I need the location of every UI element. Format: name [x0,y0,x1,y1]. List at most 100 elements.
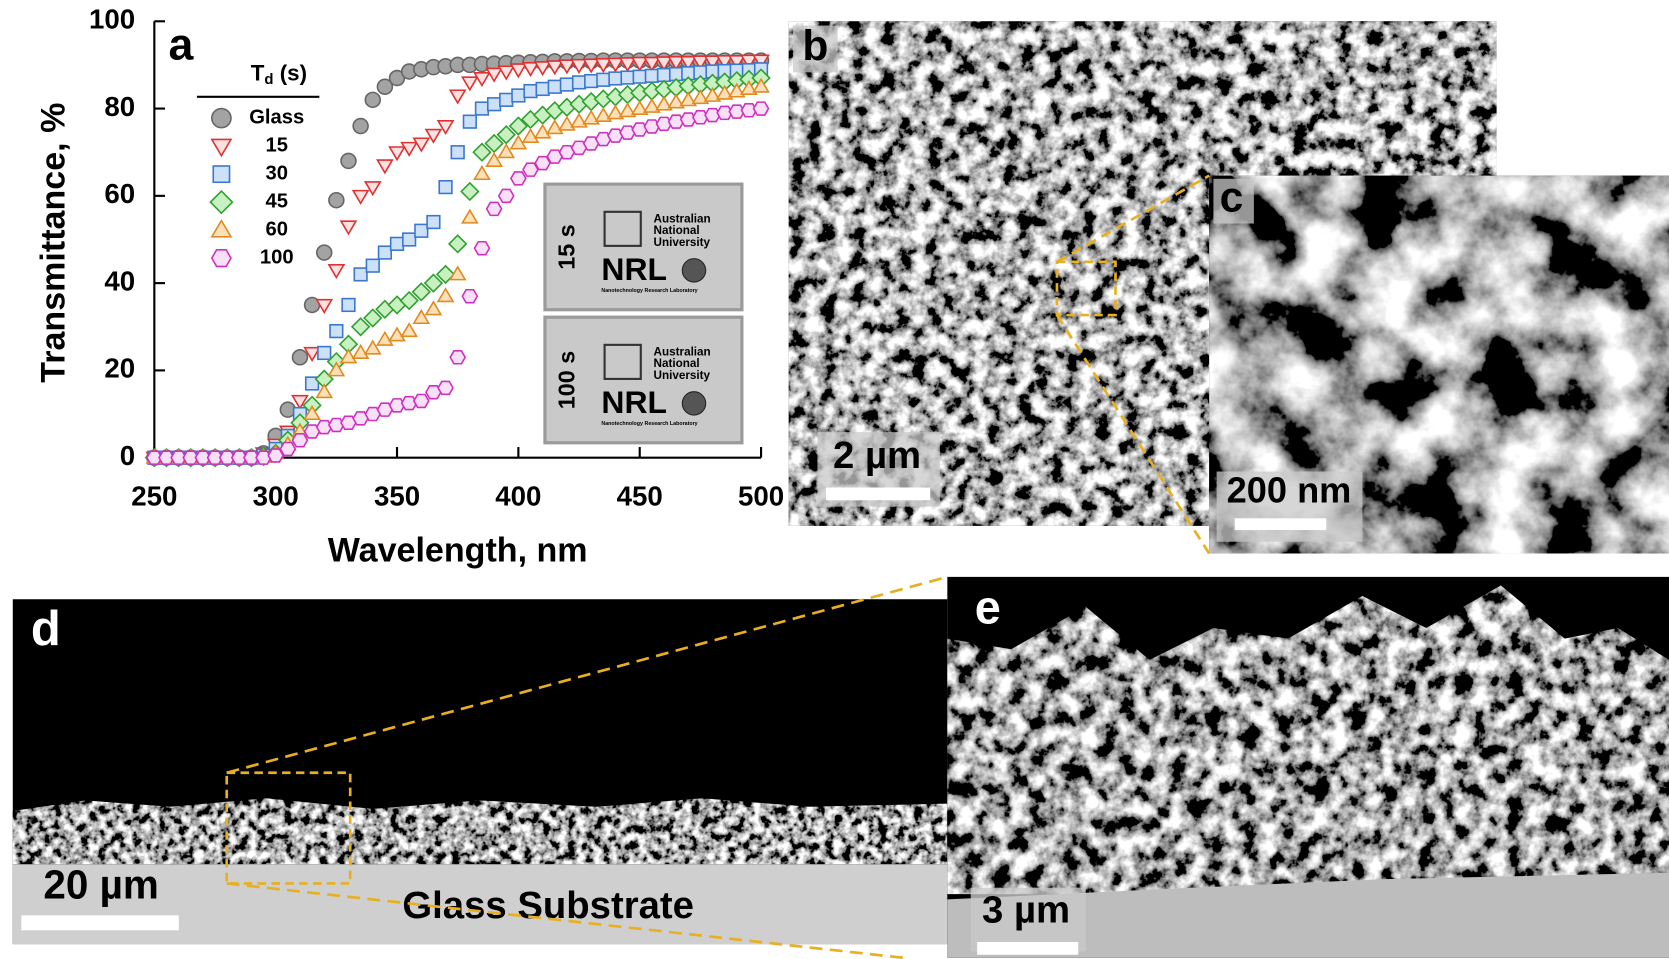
y-tick-label: 60 [104,178,135,209]
data-point [366,259,379,272]
scale-bar [826,487,930,500]
data-point [293,434,308,447]
panel-label: c [1220,173,1244,221]
x-tick-label: 300 [253,480,299,511]
legend-label: 60 [265,218,288,240]
data-point [354,268,367,281]
scale-bar-label: 2 µm [833,434,921,477]
y-tick-label: 20 [104,353,135,384]
legend-title-sub: d [264,72,273,88]
scale-bar [977,942,1078,955]
data-point [317,245,332,260]
data-point [548,80,561,93]
scale-bar-label: 200 nm [1227,469,1352,510]
university-line: University [654,236,711,249]
y-tick-label: 80 [104,91,135,122]
data-point [754,102,769,115]
legend-marker [212,221,231,237]
data-point [451,146,464,159]
data-point [450,90,465,103]
legend-label: 100 [260,246,294,268]
data-point [415,224,428,237]
data-point [572,114,587,127]
inset-logo: NRL [601,251,667,287]
data-point [658,69,671,82]
data-point [633,70,646,83]
figure: b 2 µm c 200 nm d 20 µm Glass Substrate … [0,0,1669,959]
scale-bar [21,915,179,930]
data-point [536,83,549,96]
x-tick-label: 500 [738,480,784,511]
inset-label: 15 s [554,224,580,270]
data-point [462,77,477,90]
data-point [329,265,344,278]
data-point [414,394,429,407]
annotation: Glass Substrate [402,884,694,927]
data-point [547,121,562,134]
data-point [561,78,574,91]
data-point [427,216,440,229]
page: {"chart_data": { "type": "scatter", "pan… [0,0,1669,959]
legend-marker [212,109,231,128]
x-tick-label: 450 [617,480,663,511]
data-point [450,351,465,364]
panel-label: a [169,21,195,70]
data-point [353,119,368,134]
data-point [524,85,537,98]
data-point [597,73,610,86]
legend-title-main: T [251,60,265,85]
data-point [475,167,490,180]
inset-label: 100 s [554,351,580,410]
data-point [391,238,404,251]
x-tick-label: 250 [131,480,177,511]
panel-label: e [975,581,1001,633]
data-point [341,221,356,234]
legend-label: 30 [265,162,288,184]
data-point [353,191,368,204]
data-point [342,299,355,312]
data-point [646,70,659,83]
legend-title: Td (s) [251,60,307,87]
data-point [293,350,308,365]
data-point [463,115,476,128]
legend-marker [213,166,229,182]
data-point [390,147,405,160]
data-point [379,246,392,259]
legend-marker [212,139,231,155]
data-point [329,193,344,208]
data-point [500,94,513,107]
legend-label: 45 [265,190,288,212]
panel-label: b [802,22,828,70]
inset-lab: Nanotechnology Research Laboratory [601,288,697,294]
scale-bar-label: 3 µm [982,888,1070,931]
data-point [403,233,416,246]
inset-logo: NRL [601,384,667,420]
data-point [511,64,526,77]
data-point [476,102,489,115]
y-tick-label: 0 [120,440,135,471]
data-point [462,290,477,303]
logo-sphere [682,259,705,282]
inset-lab: Nanotechnology Research Laboratory [601,421,697,427]
legend-marker [212,250,231,267]
data-point [523,63,538,76]
data-point [609,72,622,85]
x-axis-label: Wavelength, nm [328,531,588,569]
data-point [439,181,452,194]
y-tick-label: 40 [104,265,135,296]
data-point [499,189,514,202]
data-point [438,289,453,302]
data-point [475,242,490,255]
legend-title-rest: (s) [274,60,308,85]
data-point [402,324,417,337]
legend-label: Glass [249,106,304,128]
data-point [341,153,356,168]
y-axis-label: Transmittance, % [34,103,72,383]
data-point [488,98,501,111]
scale-bar-label: 20 µm [43,861,158,907]
data-point [377,160,392,173]
data-point [461,183,478,200]
university-line: University [654,369,711,382]
data-point [426,302,441,315]
data-point [511,172,526,185]
